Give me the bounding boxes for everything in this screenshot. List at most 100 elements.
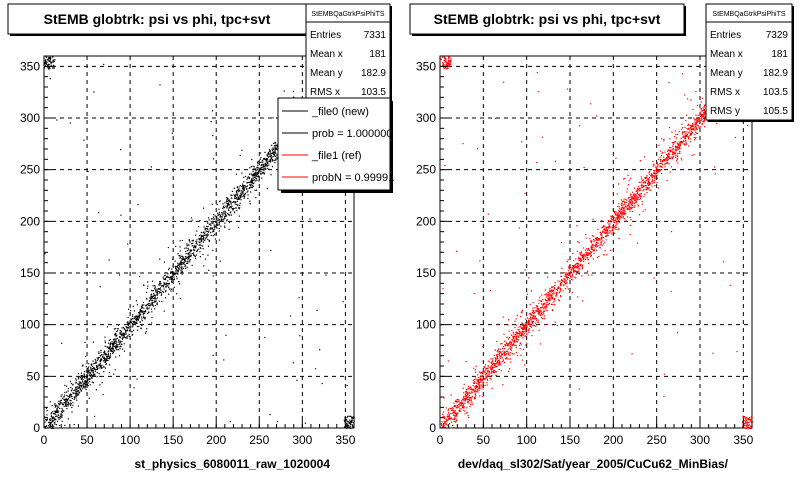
data-point — [206, 234, 208, 236]
data-point — [536, 311, 538, 313]
data-point — [273, 142, 275, 144]
data-point — [202, 235, 204, 237]
data-point — [554, 321, 556, 323]
data-point — [96, 368, 98, 371]
data-point — [463, 396, 465, 398]
data-point — [510, 361, 512, 363]
data-point — [576, 265, 578, 268]
data-point — [538, 314, 540, 316]
data-point — [260, 157, 262, 159]
data-point — [257, 163, 259, 165]
data-point — [482, 374, 484, 376]
data-point — [226, 219, 228, 221]
data-point — [450, 421, 452, 423]
data-point — [121, 335, 123, 337]
data-point — [478, 384, 481, 386]
data-point — [221, 213, 223, 215]
data-point — [262, 165, 264, 167]
data-point — [132, 329, 135, 331]
data-point — [256, 189, 258, 191]
data-point — [661, 162, 663, 164]
data-point — [201, 239, 203, 241]
data-point — [104, 361, 106, 364]
data-point — [574, 276, 576, 278]
data-point — [496, 357, 498, 359]
data-point — [692, 129, 694, 131]
data-point — [600, 239, 602, 241]
data-point — [209, 228, 211, 230]
data-point — [675, 140, 677, 143]
data-point — [133, 320, 135, 323]
data-point — [251, 181, 253, 183]
data-point — [602, 240, 604, 242]
data-point — [252, 185, 254, 188]
data-point — [653, 171, 655, 173]
data-point — [271, 166, 274, 168]
data-point — [77, 389, 79, 391]
data-point — [515, 344, 517, 346]
data-point — [237, 204, 239, 206]
data-point — [692, 108, 694, 110]
data-point — [613, 220, 615, 222]
data-point — [520, 354, 522, 356]
data-point — [521, 327, 524, 329]
data-point — [262, 161, 264, 163]
data-point — [120, 332, 122, 334]
data-point — [535, 318, 537, 320]
data-point — [200, 247, 202, 250]
data-point — [146, 297, 148, 299]
data-point — [175, 273, 177, 275]
data-point — [624, 177, 626, 180]
data-point — [103, 358, 105, 360]
data-point — [154, 286, 156, 288]
data-point — [126, 336, 128, 339]
data-point — [353, 424, 355, 426]
data-point — [84, 381, 86, 383]
data-point — [87, 368, 89, 370]
data-point — [697, 114, 699, 116]
data-point — [644, 181, 646, 183]
data-point — [694, 120, 696, 122]
data-point — [49, 66, 51, 68]
data-point — [621, 203, 623, 205]
data-point — [462, 143, 464, 145]
data-point — [174, 273, 176, 275]
data-point — [664, 151, 666, 153]
data-point — [289, 315, 292, 317]
data-point — [539, 343, 541, 345]
data-point — [216, 222, 218, 225]
data-point — [239, 202, 241, 204]
data-point — [45, 407, 48, 409]
data-point — [226, 206, 228, 208]
data-point — [119, 348, 121, 350]
data-point — [263, 172, 265, 174]
data-point — [667, 158, 669, 161]
data-point — [247, 190, 249, 192]
data-point — [479, 260, 481, 262]
right-scatter-panel: 0 50 100 150 200 250 300 3500501001502002503003… — [409, 3, 794, 471]
data-point — [177, 264, 179, 266]
data-point — [47, 67, 49, 69]
data-point — [528, 328, 530, 330]
data-point — [549, 298, 551, 300]
data-point — [694, 123, 696, 125]
data-point — [64, 424, 66, 426]
data-point — [168, 267, 170, 269]
data-point — [450, 418, 452, 420]
data-point — [179, 240, 181, 242]
data-point — [627, 204, 629, 207]
data-point — [640, 198, 642, 200]
data-point — [115, 338, 117, 340]
data-point — [587, 249, 589, 251]
data-point — [115, 348, 117, 350]
data-point — [266, 160, 268, 162]
data-point — [570, 271, 572, 274]
data-point — [630, 177, 632, 179]
data-point — [653, 181, 655, 183]
data-point — [108, 346, 111, 348]
data-point — [241, 186, 243, 188]
data-point — [502, 350, 504, 352]
data-point — [644, 168, 646, 170]
data-point — [122, 326, 125, 328]
data-point — [636, 188, 638, 190]
